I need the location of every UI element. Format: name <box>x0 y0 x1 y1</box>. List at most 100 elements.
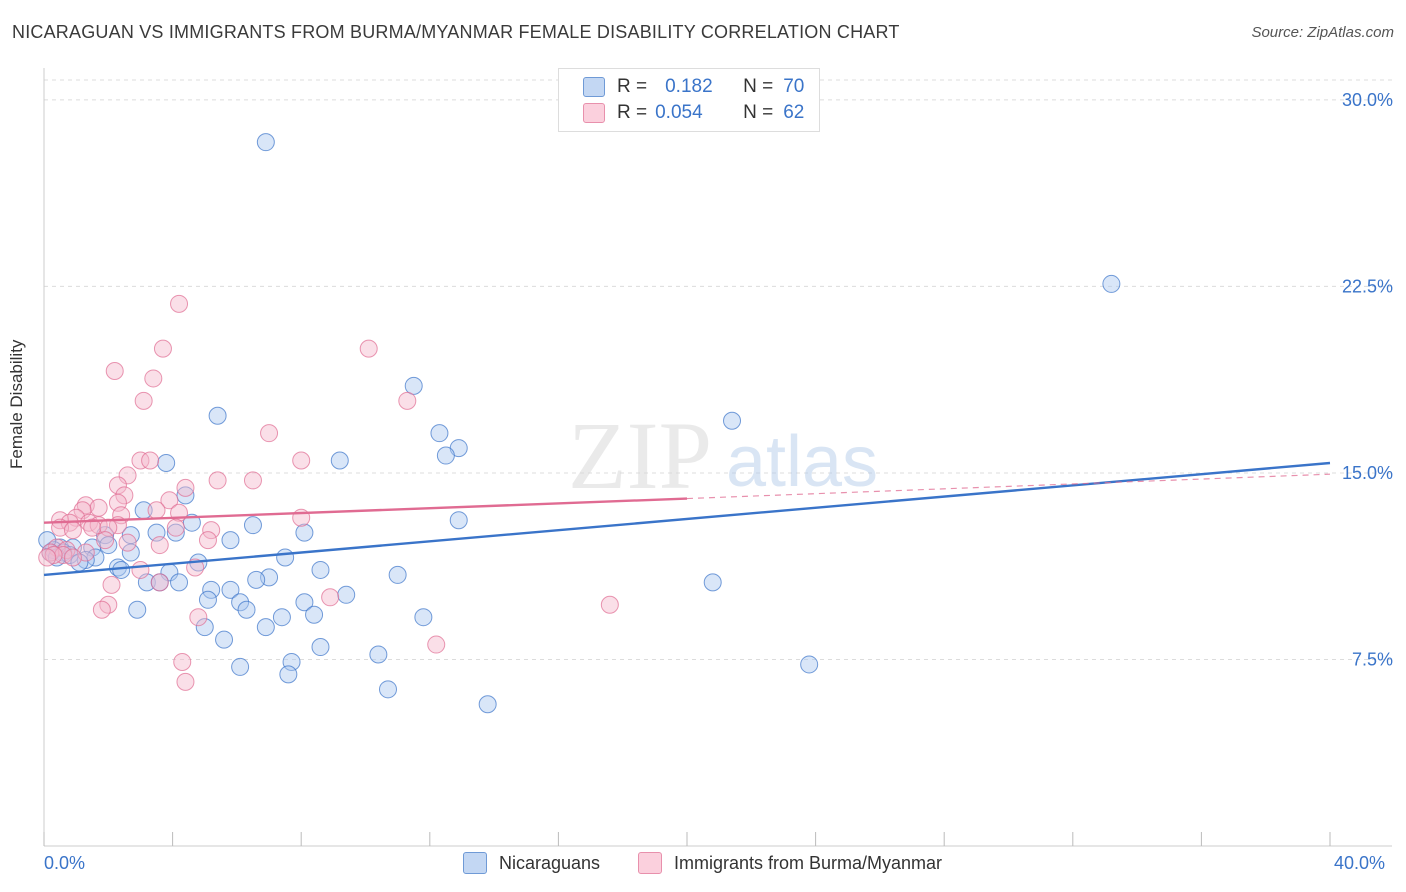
point-nicaraguans-47 <box>202 580 221 599</box>
point-nicaraguans-65 <box>231 657 250 676</box>
legend-label-burma: Immigrants from Burma/Myanmar <box>674 852 943 873</box>
point-nicaraguans-1 <box>1102 274 1121 293</box>
point-nicaraguans-60 <box>215 630 234 649</box>
point-nicaraguans-5 <box>430 424 449 443</box>
point-burma-5 <box>134 391 153 410</box>
y-tick-labels: 7.5% 15.0% 22.5% 30.0% <box>1342 90 1393 670</box>
trend-lines <box>43 461 1331 577</box>
point-burma-39 <box>96 531 115 550</box>
chart-title: NICARAGUAN VS IMMIGRANTS FROM BURMA/MYAN… <box>12 22 900 42</box>
point-burma-16 <box>115 486 134 505</box>
watermark-atlas: atlas <box>726 422 878 502</box>
point-nicaraguans-62 <box>369 645 388 664</box>
point-nicaraguans-9 <box>157 454 176 472</box>
point-nicaraguans-66 <box>279 665 298 684</box>
point-burma-3 <box>105 361 124 380</box>
point-burma-10 <box>292 451 311 470</box>
point-burma-36 <box>202 521 221 540</box>
point-nicaraguans-37 <box>112 560 131 579</box>
point-burma-7 <box>260 424 279 443</box>
point-burma-20 <box>89 498 108 517</box>
legend-label-nicaraguans: Nicaraguans <box>499 852 601 873</box>
point-nicaraguans-58 <box>195 618 214 637</box>
point-burma-58 <box>189 608 208 627</box>
point-burma-11 <box>118 466 137 485</box>
n-label: N = <box>743 76 774 97</box>
point-nicaraguans-54 <box>237 600 256 619</box>
point-nicaraguans-42 <box>247 570 266 589</box>
point-nicaraguans-48 <box>221 580 240 599</box>
point-nicaraguans-32 <box>276 548 295 567</box>
point-nicaraguans-45 <box>170 573 189 592</box>
n-label: N = <box>743 102 774 123</box>
legend-swatch-blue <box>583 77 605 97</box>
watermark-zip: ZIP <box>568 402 712 509</box>
point-nicaraguans-10 <box>176 486 195 505</box>
point-burma-9 <box>141 451 160 470</box>
point-nicaraguans-67 <box>379 680 398 699</box>
point-burma-8 <box>131 451 150 470</box>
point-burma-6 <box>398 391 417 410</box>
r-label: R = <box>617 102 648 123</box>
point-burma-21 <box>147 501 166 520</box>
point-nicaraguans-68 <box>478 695 497 714</box>
point-nicaraguans-51 <box>231 593 250 612</box>
point-burma-40 <box>118 533 137 552</box>
x-axis-min-label: 0.0% <box>44 853 86 873</box>
legend-swatch-blue <box>463 852 487 874</box>
correlation-legend: R = 0.182 N = 70 R = 0.054 N = 62 <box>558 68 820 132</box>
point-burma-57 <box>92 600 111 619</box>
legend-item-burma: Immigrants from Burma/Myanmar <box>638 852 942 874</box>
point-burma-56 <box>600 595 619 614</box>
point-burma-13 <box>243 471 262 490</box>
n-value: 62 <box>783 102 805 123</box>
point-burma-12 <box>208 471 227 490</box>
point-nicaraguans-40 <box>388 565 407 584</box>
point-burma-61 <box>176 672 195 691</box>
point-nicaraguans-61 <box>311 638 330 657</box>
point-nicaraguans-2 <box>404 376 423 395</box>
point-nicaraguans-46 <box>703 573 722 592</box>
axes <box>43 68 1392 847</box>
point-nicaraguans-17 <box>295 523 314 542</box>
point-nicaraguans-53 <box>128 600 147 619</box>
point-nicaraguans-12 <box>449 511 468 530</box>
point-nicaraguans-38 <box>311 560 330 579</box>
point-burma-15 <box>176 478 195 497</box>
n-value: 70 <box>783 76 805 97</box>
point-burma-48 <box>63 548 82 567</box>
trend-line-burma <box>43 497 688 524</box>
point-burma-38 <box>198 531 217 550</box>
legend-swatch-pink <box>583 103 605 123</box>
point-burma-59 <box>427 635 446 654</box>
point-burma-52 <box>102 575 121 594</box>
series-legend: Nicaraguans Immigrants from Burma/Myanma… <box>0 852 1406 876</box>
point-nicaraguans-52 <box>295 593 314 612</box>
point-nicaraguans-57 <box>414 608 433 627</box>
point-nicaraguans-28 <box>121 543 140 562</box>
point-nicaraguans-20 <box>221 531 240 550</box>
point-burma-51 <box>131 560 150 579</box>
point-burma-17 <box>160 491 179 510</box>
legend-row-nicaraguans: R = 0.182 N = 70 <box>583 75 804 99</box>
point-burma-53 <box>150 573 169 592</box>
trend-line-nicaraguans <box>43 461 1331 577</box>
point-nicaraguans-49 <box>337 585 356 604</box>
point-nicaraguans-4 <box>723 411 742 430</box>
point-nicaraguans-14 <box>243 516 262 535</box>
point-nicaraguans-50 <box>198 590 217 609</box>
y-tick-label-0: 7.5% <box>1352 649 1393 669</box>
point-burma-33 <box>83 518 102 537</box>
y-tick-label-2: 22.5% <box>1342 276 1393 296</box>
point-nicaraguans-55 <box>305 605 324 624</box>
watermark: ZIP atlas <box>568 402 878 509</box>
point-burma-37 <box>63 521 82 540</box>
x-axis-max-label: 40.0% <box>1334 853 1386 873</box>
r-label: R = <box>617 76 648 97</box>
point-burma-54 <box>321 588 340 607</box>
point-burma-1 <box>359 339 378 358</box>
legend-row-burma: R = 0.054 N = 62 <box>583 101 804 125</box>
point-burma-35 <box>166 518 185 537</box>
point-nicaraguans-63 <box>800 655 819 674</box>
